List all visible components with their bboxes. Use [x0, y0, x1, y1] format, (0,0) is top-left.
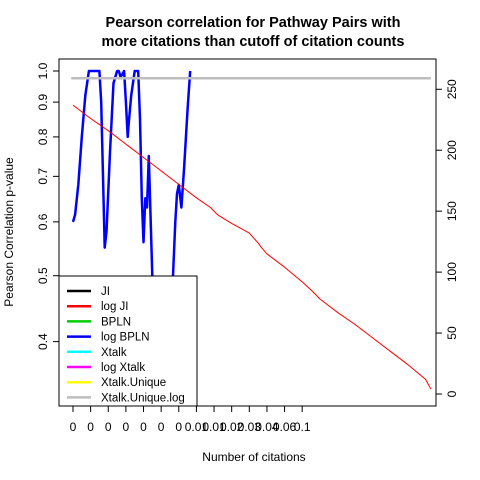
x-tick-label: 0.02	[220, 420, 244, 434]
left-tick-label: 0.8	[36, 128, 50, 145]
series-line-log-ji	[72, 104, 432, 390]
x-tick-label: 0	[87, 420, 94, 434]
legend-box	[58, 275, 198, 407]
x-tick-label: 0.06	[273, 420, 297, 434]
legend-entry-label: log BPLN	[101, 332, 150, 344]
left-tick-label: 0.6	[36, 213, 50, 230]
x-axis: 0 0 0 0 0 0 0 0.010.010.020.030.040.060.1	[70, 406, 311, 434]
x-tick-label: 0	[158, 420, 165, 434]
right-tick-label: 150	[445, 201, 459, 221]
y-axis-label: Pearson Correlation p-value	[2, 157, 16, 307]
chart-title-line-2: more citations than cutoff of citation c…	[102, 34, 405, 50]
x-tick-label: 0	[123, 420, 130, 434]
right-y-axis: 0 50 100 150 200 250	[436, 79, 459, 397]
legend-entry-label: log JI	[101, 301, 129, 313]
x-tick-label: 0.04	[255, 420, 279, 434]
x-tick-label: 0.03	[238, 420, 262, 434]
right-tick-label: 0	[445, 390, 459, 397]
legend-entry-label: Xtalk	[101, 347, 127, 359]
x-axis-label: Number of citations	[202, 450, 305, 464]
legend-entry-label: log Xtalk	[101, 362, 145, 374]
chart-title-line-1: Pearson correlation for Pathway Pairs wi…	[106, 15, 401, 31]
legend-entry-label: Xtalk.Unique.log	[101, 392, 185, 404]
left-tick-label: 0.7	[36, 168, 50, 185]
left-y-axis: 0.4 0.5 0.6 0.7 0.8 0.9 1.0	[36, 62, 59, 350]
x-tick-label: 0.01	[202, 420, 226, 434]
right-tick-label: 100	[445, 262, 459, 282]
legend: JI log JI BPLN log BPLN Xtalk log Xtalk Xtalk.…	[58, 275, 198, 407]
plot-frame	[58, 58, 437, 407]
left-tick-label: 0.9	[36, 93, 50, 110]
right-tick-label: 50	[445, 326, 459, 340]
right-tick-label: 200	[445, 140, 459, 160]
x-tick-label: 0	[105, 420, 112, 434]
x-tick-label: 0	[175, 420, 182, 434]
x-tick-label: 0.1	[294, 420, 311, 434]
x-tick-label: 0	[70, 420, 77, 434]
legend-entry-label: Xtalk.Unique	[101, 377, 166, 389]
legend-entry-label: JI	[101, 286, 110, 298]
x-tick-label: 0	[140, 420, 147, 434]
right-tick-label: 250	[445, 79, 459, 99]
left-tick-label: 0.4	[36, 333, 50, 350]
left-tick-label: 0.5	[36, 267, 50, 284]
legend-entry-label: BPLN	[101, 316, 131, 328]
x-tick-label: 0.01	[185, 420, 209, 434]
left-tick-label: 1.0	[36, 62, 50, 79]
